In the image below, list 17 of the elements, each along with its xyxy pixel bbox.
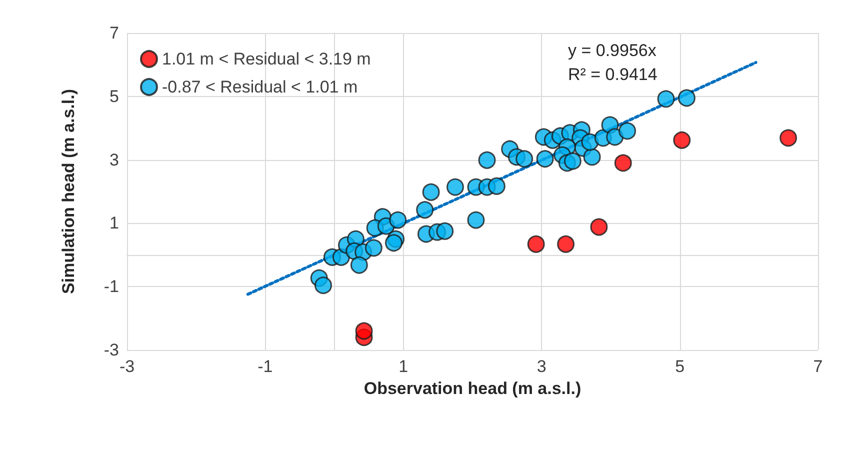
x-tick-label: 1 bbox=[398, 357, 408, 376]
y-tick-label: 3 bbox=[110, 150, 119, 170]
legend-label: 1.01 m < Residual < 3.19 m bbox=[162, 50, 371, 68]
annotation: R² = 0.9414 bbox=[568, 65, 658, 84]
x-tick-label: 5 bbox=[675, 357, 685, 376]
y-axis-title: Simulation head (m a.s.l.) bbox=[59, 89, 78, 294]
x-tick-label: 3 bbox=[536, 357, 546, 376]
annotation: y = 0.9956x bbox=[568, 41, 657, 60]
y-tick-label: -1 bbox=[104, 277, 119, 296]
y-tick-label: 1 bbox=[110, 214, 119, 233]
x-tick-label: 7 bbox=[813, 357, 823, 376]
legend-label: -0.87 < Residual < 1.01 m bbox=[162, 78, 358, 96]
y-tick-label: 5 bbox=[110, 86, 119, 106]
x-tick-label: -1 bbox=[258, 357, 273, 376]
y-tick-label: 7 bbox=[110, 24, 119, 42]
x-axis-title: Observation head (m a.s.l.) bbox=[364, 379, 582, 398]
y-tick-label: -3 bbox=[104, 340, 119, 360]
